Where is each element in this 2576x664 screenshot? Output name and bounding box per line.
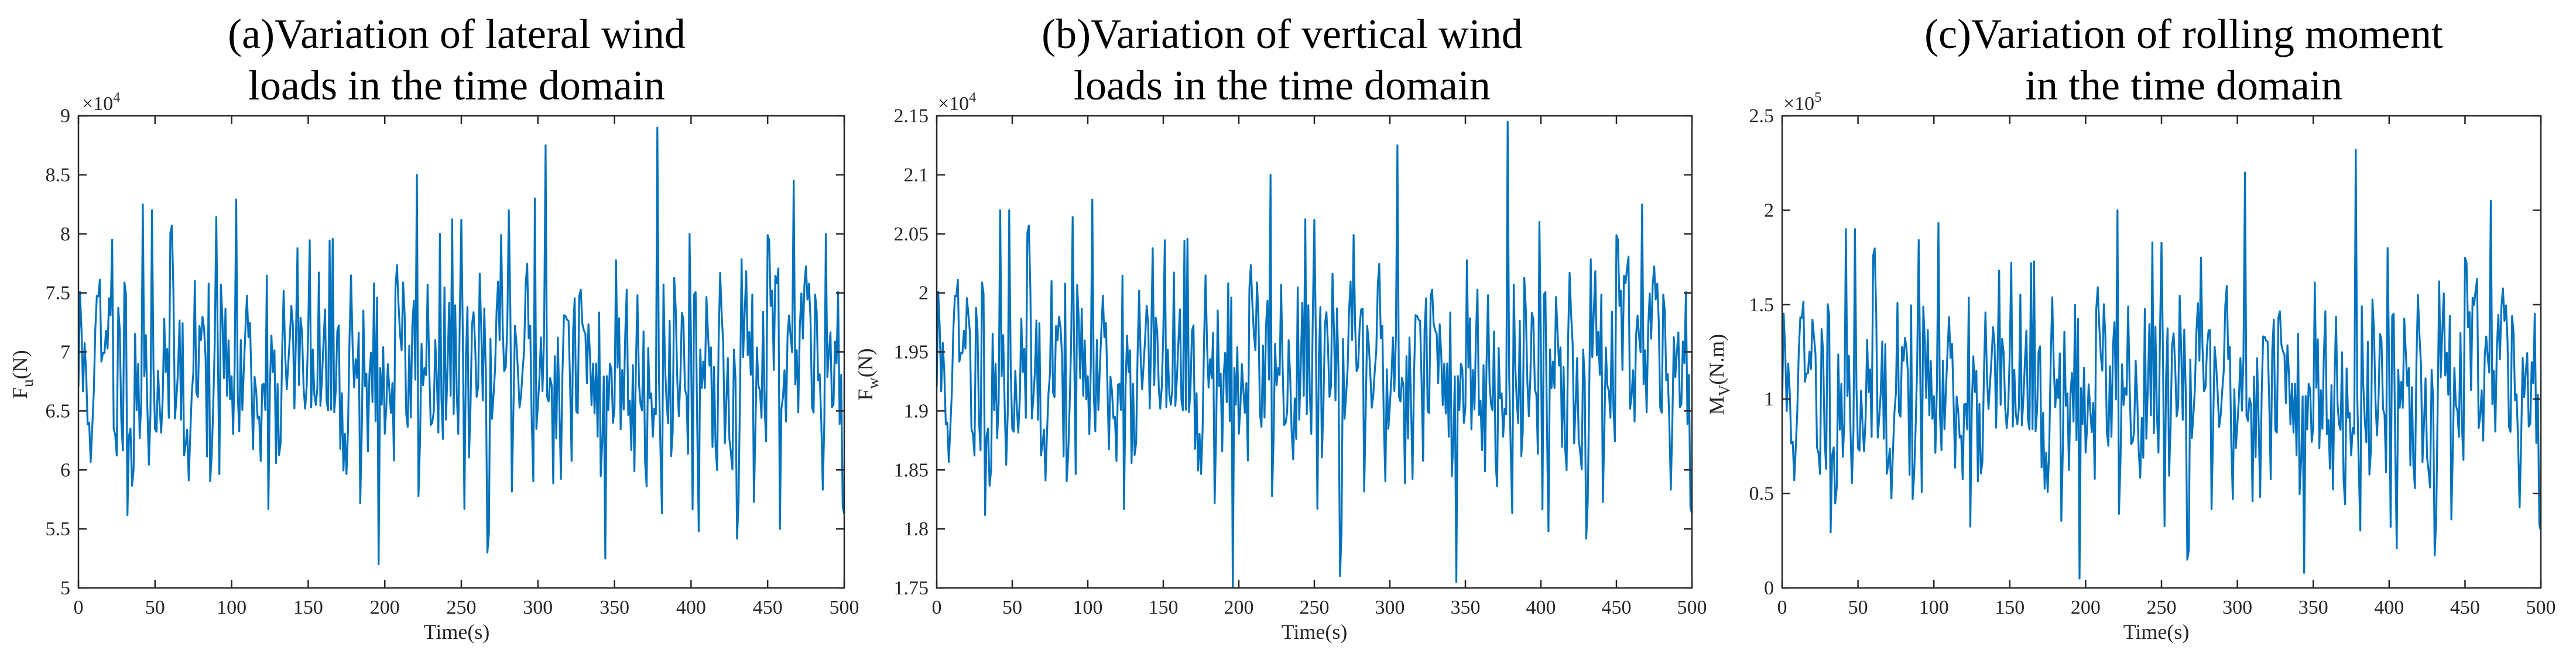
panel-a-y-tick-label: 9 <box>60 105 70 127</box>
panel-c-y-tick-label: 1 <box>1764 388 1774 410</box>
panel-c-x-tick-label: 50 <box>1848 597 1868 618</box>
panel-b-y-tick-label: 2.15 <box>894 105 929 127</box>
panel-b-y-tick-label: 2.1 <box>904 164 929 186</box>
panel-a-y-tick-label: 8.5 <box>46 164 71 186</box>
panel-a-y-label: Fu(N) <box>8 350 36 399</box>
panel-b-x-tick-label: 450 <box>1602 597 1632 618</box>
panel-a-x-label: Time(s) <box>424 620 490 644</box>
svg-text:Fu(N): Fu(N) <box>8 350 36 399</box>
panel-b-y-tick-label: 1.75 <box>894 577 929 599</box>
panel-b-x-tick-label: 150 <box>1149 597 1179 618</box>
panel-c-title-line1: (c)Variation of rolling moment <box>1924 11 2443 57</box>
panel-b-y-tick-label: 1.8 <box>904 518 929 540</box>
panel-c-plot-area: 0 50 100 150 200 250 300 350 400 450 500 0 0.5 1 1.5 2 2… <box>1749 105 2556 618</box>
panel-c-y-label: MV(N.m) <box>1705 334 1733 415</box>
panel-b-plot-area: 0 50 100 150 200 250 300 350 400 450 500 1.75 1.8 1.8… <box>894 105 1707 618</box>
panel-a-y-tick-label: 7.5 <box>46 283 71 304</box>
panel-b-x-tick-label: 100 <box>1073 597 1103 618</box>
panel-b-y-tick-label: 2 <box>919 283 929 304</box>
panel-c-x-tick-label: 200 <box>2071 597 2101 618</box>
panel-a-y-tick-label: 5 <box>60 577 70 599</box>
panel-b-x-tick-label: 50 <box>1002 597 1022 618</box>
panel-a-y-tick-label: 6.5 <box>46 400 71 422</box>
panel-b-x-tick-label: 300 <box>1375 597 1405 618</box>
panel-a-x-tick-label: 0 <box>74 597 84 618</box>
panel-c-x-tick-label: 150 <box>1995 597 2025 618</box>
svg-text:Fw(N): Fw(N) <box>854 348 882 401</box>
panel-c-x-tick-label: 450 <box>2450 597 2480 618</box>
panel-c-x-tick-label: 300 <box>2222 597 2252 618</box>
panel-b-title-line2: loads in the time domain <box>1074 62 1491 109</box>
panel-a-x-tick-label: 500 <box>830 597 859 618</box>
panel-a-x-tick-label: 50 <box>145 597 165 618</box>
panel-a-y-tick-label: 8 <box>60 223 70 245</box>
panel-b-x-tick-label: 350 <box>1451 597 1481 618</box>
panel-a-x-tick-label: 150 <box>293 597 323 618</box>
panel-c-y-tick-label: 2 <box>1764 199 1774 221</box>
panel-c-y-scale: ×105 <box>1783 90 1821 115</box>
panel-c-x-tick-label: 250 <box>2147 597 2177 618</box>
panel-a-x-tick-label: 450 <box>753 597 783 618</box>
panel-a-y-tick-label: 6 <box>60 459 70 481</box>
panel-a-x-tick-label: 300 <box>523 597 553 618</box>
panel-b-x-tick-label: 400 <box>1526 597 1556 618</box>
panel-c-y-tick-label: 0.5 <box>1749 483 1775 505</box>
panel-c-x-label: Time(s) <box>2123 620 2190 644</box>
panel-c-x-tick-label: 350 <box>2298 597 2328 618</box>
panel-a-x-tick-label: 400 <box>676 597 706 618</box>
panel-a-x-tick-label: 200 <box>370 597 400 618</box>
panel-a-series-line <box>78 126 844 566</box>
svg-text:MV(N.m): MV(N.m) <box>1705 334 1733 415</box>
panel-c-title-line2: in the time domain <box>2025 62 2342 109</box>
panel-b-x-tick-label: 0 <box>932 597 942 618</box>
panel-b-x-tick-label: 200 <box>1224 597 1254 618</box>
panel-a-plot-area: 0 50 100 150 200 250 300 350 400 450 500 5 5.5 6 6.5 7 7… <box>46 105 859 618</box>
panel-a-y-tick-label: 5.5 <box>46 518 71 540</box>
panel-a-x-tick-label: 350 <box>600 597 629 618</box>
panel-a-x-tick-label: 250 <box>447 597 477 618</box>
panel-c: (c)Variation of rolling moment in the ti… <box>1705 11 2556 644</box>
panel-a-x-tick-label: 100 <box>217 597 246 618</box>
panel-b-y-label: Fw(N) <box>854 348 882 401</box>
panel-c-y-tick-label: 2.5 <box>1749 105 1775 127</box>
panel-b: (b)Variation of vertical wind loads in t… <box>854 11 1707 644</box>
panel-c-x-tick-label: 0 <box>1777 597 1787 618</box>
panel-b-y-tick-label: 1.9 <box>904 400 929 422</box>
panel-a-title-line1: (a)Variation of lateral wind <box>228 11 686 57</box>
panel-c-series-line <box>1782 149 2541 580</box>
panel-a-y-tick-label: 7 <box>60 342 70 363</box>
panel-a-y-scale: ×104 <box>82 90 120 115</box>
panel-b-y-scale: ×104 <box>938 90 976 115</box>
panel-a-title-line2: loads in the time domain <box>248 62 665 109</box>
panel-c-x-tick-label: 500 <box>2526 597 2556 618</box>
panel-c-x-tick-label: 100 <box>1919 597 1949 618</box>
panel-c-y-tick-label: 0 <box>1764 577 1774 599</box>
panel-b-x-label: Time(s) <box>1282 620 1348 644</box>
panel-a: (a)Variation of lateral wind loads in th… <box>8 11 859 644</box>
panel-c-y-tick-label: 1.5 <box>1749 294 1775 316</box>
panel-b-y-tick-label: 1.85 <box>894 459 929 481</box>
panel-b-x-tick-label: 250 <box>1300 597 1330 618</box>
panel-b-y-tick-label: 1.95 <box>894 342 929 363</box>
panel-b-series-line <box>937 121 1692 588</box>
panel-c-x-tick-label: 400 <box>2374 597 2404 618</box>
panel-b-y-tick-label: 2.05 <box>894 223 929 245</box>
panel-b-x-tick-label: 500 <box>1677 597 1707 618</box>
panel-b-title-line1: (b)Variation of vertical wind <box>1042 11 1523 57</box>
